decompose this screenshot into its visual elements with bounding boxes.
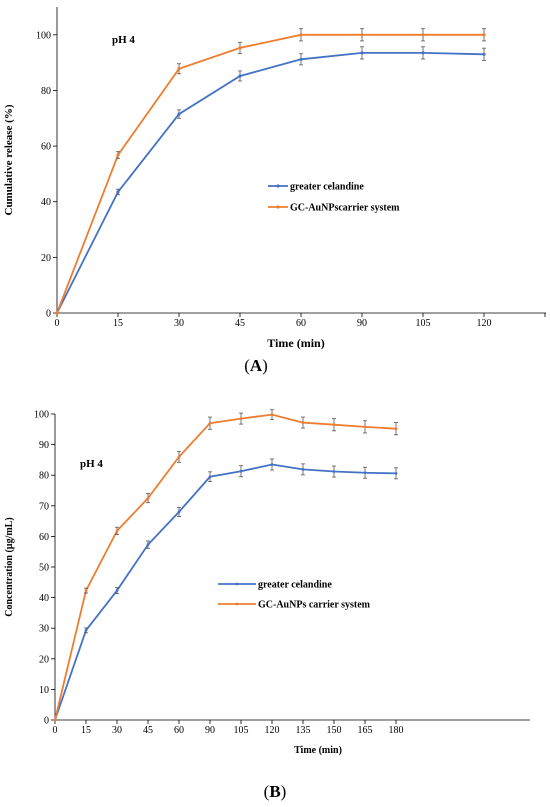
chart-b-data-point [146,496,150,500]
chart-b-y-tick-label: 70 [39,501,49,512]
chart-b-y-tick-label: 30 [39,624,49,635]
chart-b-data-point [208,421,212,425]
chart-a-xlabel: Time (min) [267,336,324,350]
chart-a-x-tick-label: 120 [477,318,492,329]
chart-b-xlabel: Time (min) [294,745,342,756]
chart-a-y-tick-label: 20 [41,253,51,264]
chart-a-data-point [116,153,120,157]
chart-b-data-point [332,470,336,473]
chart-b-x-tick-label: 30 [112,725,122,736]
chart-a-y-tick-label: 80 [41,86,51,97]
chart-a-data-point [55,311,59,315]
chart-a-y-tick-label: 60 [41,142,51,153]
chart-a-data-point [360,33,364,37]
chart-b-x-tick-label: 135 [296,725,311,736]
chart-b-data-point [84,589,88,592]
chart-a-x-tick-label: 60 [296,318,306,329]
chart-b-y-tick-label: 40 [39,593,49,604]
chart-a-y-tick-label: 40 [41,197,51,208]
chart-b-data-point [208,475,212,479]
chart-a-data-point [482,33,486,37]
chart-a-legend-marker [276,184,280,188]
chart-b-legend-marker [235,602,239,606]
chart-b-y-tick-label: 50 [39,563,49,574]
chart-b-series-line [54,463,397,721]
chart-a-data-point [299,33,303,37]
chart-b-data-point [239,469,243,473]
chart-b-x-tick-label: 60 [174,725,184,736]
chart-b-x-tick-label: 45 [143,725,153,736]
chart-b-data-point [301,421,305,424]
chart-a-series-line [56,52,485,314]
chart-b-data-point [115,529,119,533]
chart-b-legend-label: greater celandine [258,580,332,591]
chart-b-data-point [53,718,57,722]
chart-b-y-tick-label: 90 [39,440,49,451]
chart-a-legend-label: GC-AuNPscarrier system [290,203,400,214]
chart-a-data-point [299,57,303,61]
panel-b-caption: (B) [264,782,287,801]
chart-a-ylabel: Cumulative release (%) [3,104,15,215]
chart-b-x-tick-label: 15 [81,725,91,736]
chart-b-data-point [239,417,243,420]
chart-b-data-point [177,510,181,514]
chart-b-data-point [363,471,367,475]
chart-a-x-tick-label: 45 [235,318,245,329]
chart-a-x-tick-label: 105 [416,318,431,329]
chart-a-y-tick-label: 0 [46,309,51,320]
chart-a-data-point [421,33,425,37]
chart-a-data-point [238,74,242,78]
chart-b-data-point [177,455,181,459]
chart-b-data-point [115,589,119,592]
chart-b-y-tick-label: 100 [34,410,49,421]
chart-a-data-point [177,67,181,71]
chart-b-legend-marker [235,582,239,586]
chart-b-y-tick-label: 20 [39,654,49,665]
chart-b-x-tick-label: 120 [265,725,280,736]
chart-b-y-tick-label: 80 [39,471,49,482]
chart-a-data-point [238,46,242,50]
chart-a-legend-label: greater celandine [290,182,364,193]
chart-b-x-tick-label: 150 [327,725,342,736]
chart-b-x-tick-label: 105 [234,725,249,736]
chart-a: Cumulative release (%) Time (min) pH 4 0… [3,7,546,350]
chart-a-data-point [360,51,364,55]
chart-b-x-tick-label: 90 [205,725,215,736]
chart-b-data-point [270,413,274,417]
chart-a-x-tick-label: 90 [357,318,367,329]
chart-b-annotation: pH 4 [80,458,103,470]
chart-b-data-point [394,427,398,431]
chart-b-data-point [363,425,367,429]
chart-a-x-tick-label: 0 [55,318,60,329]
chart-b-data-point [332,423,336,427]
chart-b-y-tick-label: 10 [39,685,49,696]
chart-b: Concentration (µg/mL) Time (min) pH 4 0 1… [4,409,530,756]
chart-a-data-point [421,51,425,55]
chart-b-x-tick-label: 0 [53,725,58,736]
chart-a-data-point [116,190,120,194]
chart-b-y-tick-label: 0 [44,716,49,727]
chart-b-data-point [394,471,398,475]
chart-b-data-point [301,467,305,471]
chart-b-series-line [54,413,397,721]
chart-a-x-tick-label: 30 [174,318,184,329]
chart-b-data-point [146,543,150,547]
chart-b-ylabel: Concentration (µg/mL) [4,517,15,616]
chart-a-x-tick-label: 15 [113,318,123,329]
chart-b-data-point [84,628,88,632]
chart-a-annotation: pH 4 [112,34,135,46]
chart-b-data-point [270,463,274,466]
chart-b-x-tick-label: 180 [389,725,404,736]
chart-b-x-tick-label: 165 [358,725,373,736]
chart-b-legend-label: GC-AuNPs carrier system [258,600,371,611]
chart-a-data-point [482,52,486,56]
chart-a-data-point [177,112,181,116]
chart-a-legend-marker [276,205,280,209]
chart-a-y-tick-label: 100 [36,30,51,41]
chart-a-series-line [56,33,484,314]
panel-a-caption: (A) [244,356,268,375]
chart-b-y-tick-label: 60 [39,532,49,543]
